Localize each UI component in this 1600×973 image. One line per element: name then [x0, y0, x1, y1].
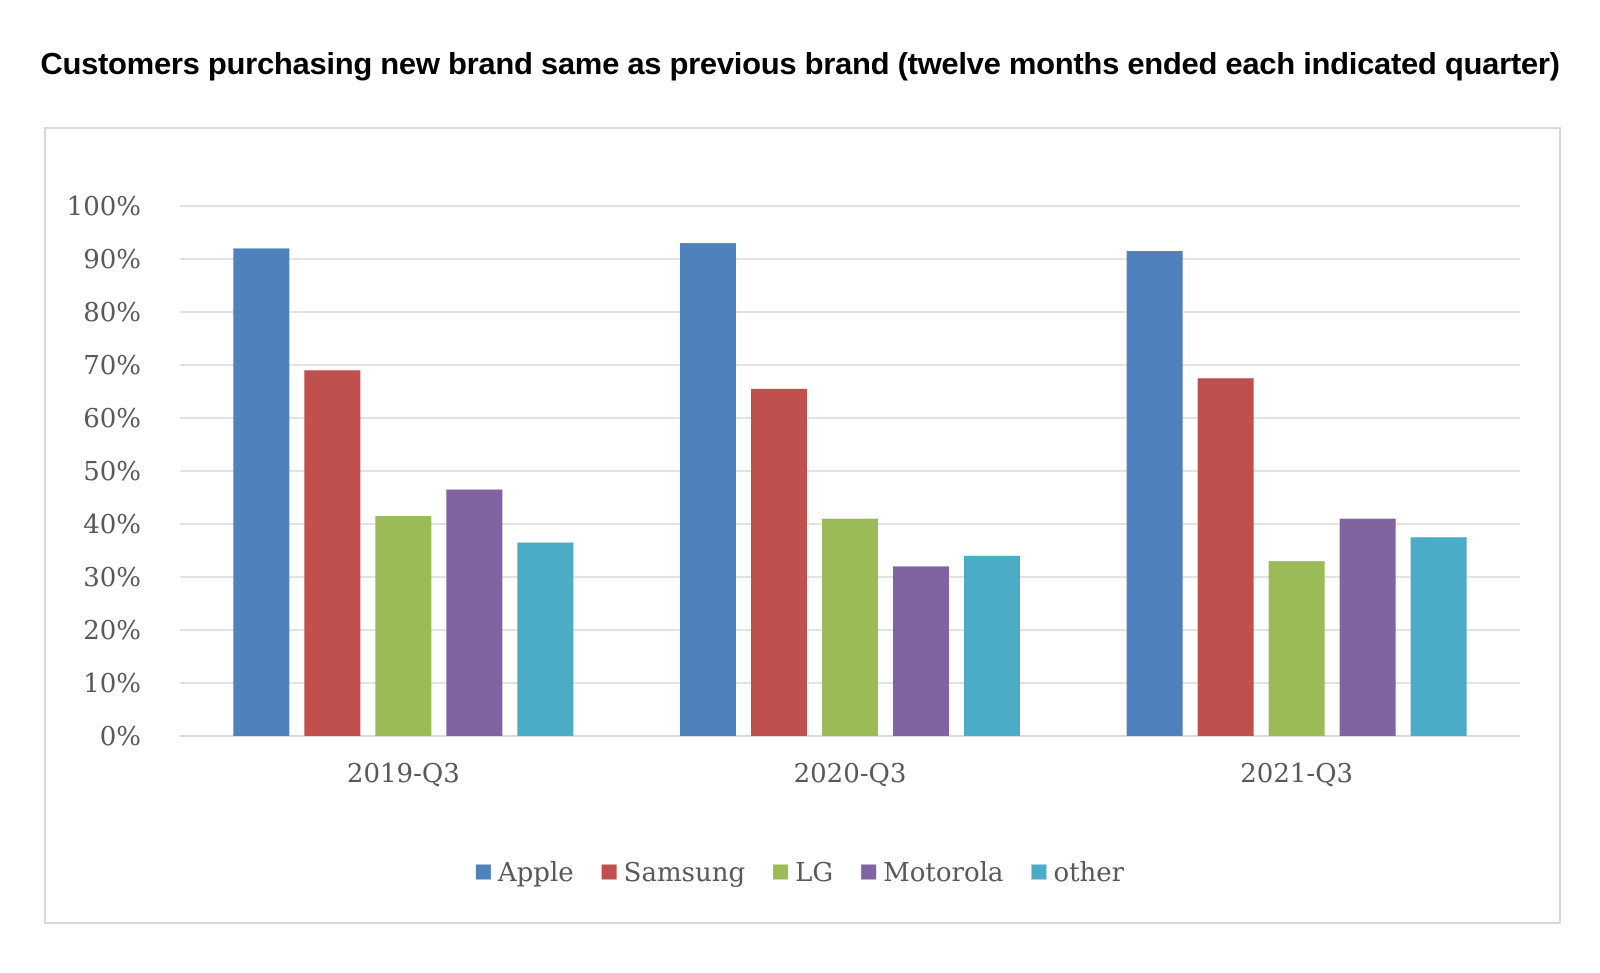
bar-apple-2019-q3: [233, 248, 290, 736]
x-tick-label: 2019-Q3: [347, 759, 460, 789]
legend-swatch-other: [1031, 864, 1047, 880]
chart-frame: [44, 127, 1561, 924]
y-tick-label: 20%: [83, 616, 141, 646]
chart-title: Customers purchasing new brand same as p…: [40, 46, 1560, 81]
legend-label: Samsung: [624, 858, 745, 888]
y-tick-label: 40%: [83, 510, 141, 540]
bar-lg-2021-q3: [1268, 561, 1325, 736]
bar-lg-2019-q3: [375, 516, 432, 736]
y-tick-label: 50%: [83, 457, 141, 487]
y-tick-label: 90%: [83, 245, 141, 275]
y-tick-label: 0%: [100, 722, 141, 752]
bar-motorola-2019-q3: [446, 489, 503, 736]
bar-other-2019-q3: [517, 542, 574, 736]
x-tick-label: 2020-Q3: [794, 759, 907, 789]
bar-samsung-2019-q3: [304, 370, 361, 736]
legend-swatch-apple: [475, 864, 491, 880]
legend-label: LG: [795, 858, 833, 888]
legend-label: Motorola: [883, 858, 1003, 888]
bar-samsung-2020-q3: [751, 388, 807, 736]
bar-motorola-2021-q3: [1339, 518, 1396, 736]
legend-label: Apple: [497, 858, 574, 888]
legend-swatch-samsung: [601, 864, 617, 880]
y-tick-label: 10%: [83, 669, 141, 699]
y-tick-label: 60%: [83, 404, 141, 434]
y-tick-label: 70%: [83, 351, 141, 381]
bar-other-2021-q3: [1410, 537, 1467, 736]
legend-swatch-motorola: [861, 864, 877, 880]
y-tick-label: 100%: [67, 192, 141, 222]
bar-other-2020-q3: [964, 555, 1020, 736]
bar-apple-2020-q3: [680, 243, 736, 736]
bar-apple-2021-q3: [1126, 251, 1183, 737]
legend-swatch-lg: [773, 864, 789, 880]
bar-motorola-2020-q3: [893, 566, 949, 736]
y-tick-label: 30%: [83, 563, 141, 593]
x-tick-label: 2021-Q3: [1240, 759, 1353, 789]
legend-label: other: [1053, 858, 1124, 888]
bar-lg-2020-q3: [822, 518, 878, 736]
y-tick-label: 80%: [83, 298, 141, 328]
bar-samsung-2021-q3: [1197, 378, 1254, 736]
